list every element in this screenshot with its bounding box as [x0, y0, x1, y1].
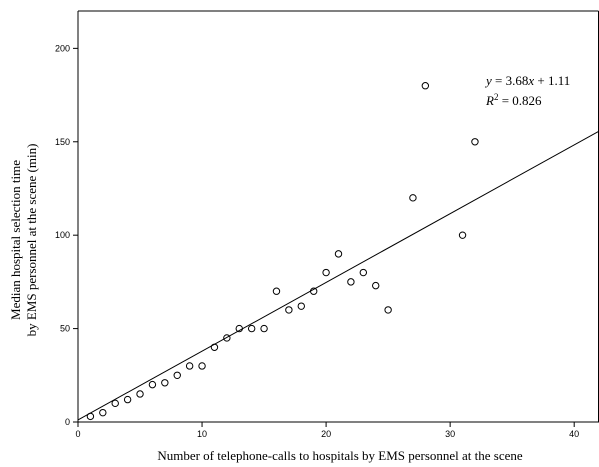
data-point — [297, 302, 305, 310]
regression-line — [77, 130, 599, 421]
y-axis-title: Median hospital selection time by EMS pe… — [8, 144, 39, 337]
y-axis-title-line-1: Median hospital selection time — [8, 160, 23, 320]
data-point — [471, 138, 479, 146]
data-point — [185, 362, 194, 370]
data-points — [86, 82, 479, 421]
x-tick-label: 20 — [321, 429, 331, 439]
x-tick-label: 0 — [75, 429, 80, 439]
regression-equation: y = 3.68x + 1.11 — [484, 73, 570, 88]
y-tick-label: 50 — [60, 324, 70, 334]
data-point — [111, 399, 119, 408]
data-point — [285, 306, 293, 314]
data-point — [260, 324, 268, 333]
data-point — [198, 362, 206, 370]
data-point — [272, 287, 281, 295]
data-point — [210, 343, 219, 351]
y-tick-label: 100 — [55, 230, 70, 240]
x-tick-label: 40 — [569, 429, 579, 439]
y-tick-label: 150 — [55, 137, 70, 147]
data-point — [384, 306, 392, 314]
x-tick-label: 30 — [445, 429, 455, 439]
data-point — [223, 334, 231, 342]
regression-line-path — [77, 130, 599, 421]
data-point — [409, 194, 417, 202]
data-point — [458, 231, 467, 239]
data-point — [322, 268, 330, 277]
x-tick-label: 10 — [197, 429, 207, 439]
data-point — [161, 379, 169, 387]
x-axis-title: Number of telephone-calls to hospitals b… — [157, 448, 523, 463]
data-point — [173, 371, 181, 379]
data-point — [136, 390, 144, 398]
r-squared-label: R2 = 0.826 — [485, 92, 542, 108]
data-point — [334, 250, 343, 258]
data-point — [359, 268, 368, 277]
data-point — [235, 324, 243, 333]
data-point — [247, 324, 256, 333]
data-point — [86, 412, 95, 421]
data-point — [99, 408, 107, 417]
data-point — [123, 395, 132, 404]
y-tick-label: 0 — [65, 417, 70, 427]
data-point — [421, 82, 430, 90]
data-point — [372, 281, 380, 290]
y-axis-title-line-2: by EMS personnel at the scene (min) — [24, 144, 39, 337]
data-point — [148, 380, 157, 389]
data-point — [347, 278, 355, 286]
axis-ticks: 0 10 20 30 40 0 50 100 150 200 — [55, 43, 579, 439]
y-tick-label: 200 — [55, 43, 70, 53]
data-point — [309, 287, 318, 295]
